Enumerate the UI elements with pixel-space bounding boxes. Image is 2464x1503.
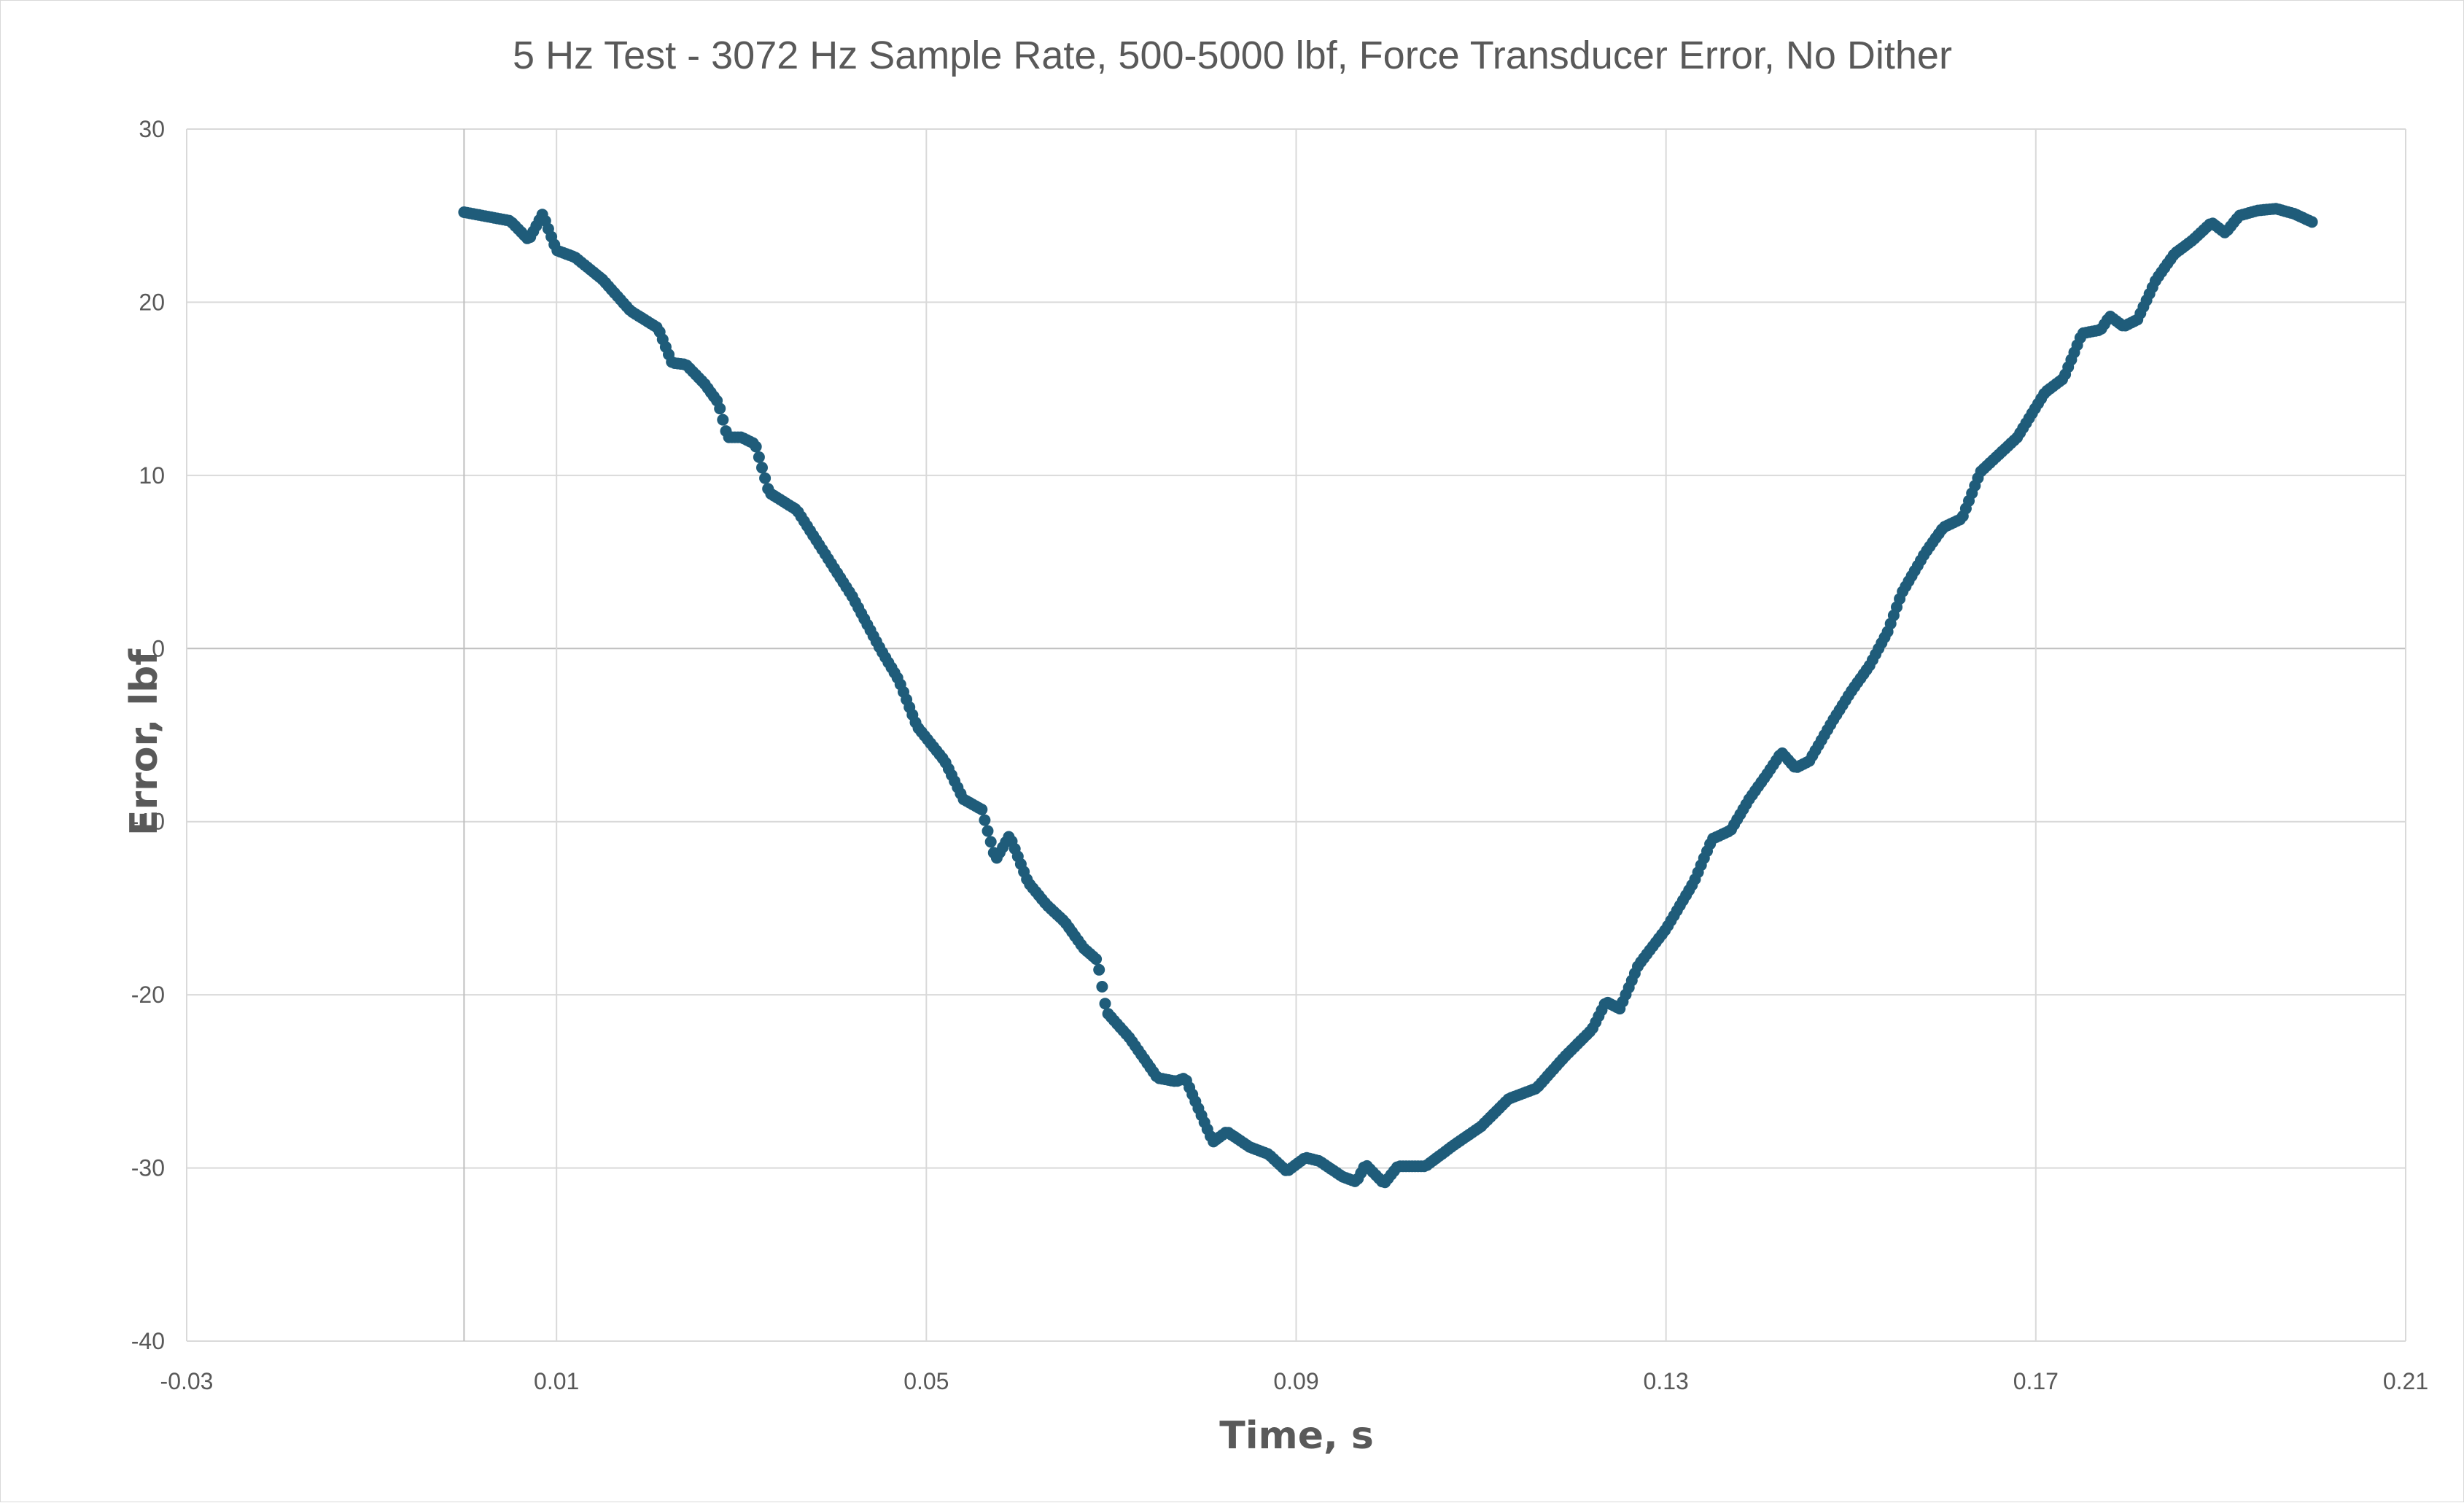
data-point xyxy=(1099,998,1111,1010)
y-tick-label: 20 xyxy=(139,289,165,315)
y-tick-label: 30 xyxy=(139,116,165,142)
data-point xyxy=(750,440,762,453)
y-tick-label: 0 xyxy=(152,635,165,661)
x-tick-label: 0.13 xyxy=(1644,1368,1689,1394)
data-point xyxy=(759,472,772,484)
y-tick-label: -30 xyxy=(131,1155,165,1181)
data-point xyxy=(1090,953,1103,966)
grid-lines xyxy=(186,128,2406,1342)
y-tick-label: -40 xyxy=(131,1328,165,1354)
data-point xyxy=(984,836,997,848)
data-series-error xyxy=(458,203,2318,1189)
y-tick-label: -20 xyxy=(131,982,165,1008)
data-point xyxy=(717,413,729,426)
x-tick-label: 0.17 xyxy=(2013,1368,2059,1394)
x-tick-label: 0.21 xyxy=(2383,1368,2428,1394)
data-point xyxy=(1093,963,1105,976)
x-tick-label: 0.01 xyxy=(534,1368,579,1394)
data-point xyxy=(753,451,765,463)
data-point xyxy=(976,804,988,815)
tick-labels: 30 20 10 0 -10 -20 -30 -40 -0.03 0.01 0.05 0.09 0.13… xyxy=(131,116,2428,1394)
data-point xyxy=(756,462,768,474)
x-axis-title: Time, s xyxy=(1219,1414,1374,1458)
x-tick-label: -0.03 xyxy=(160,1368,214,1394)
data-point xyxy=(982,825,994,837)
y-axis-title: Error, lbf xyxy=(123,648,166,836)
data-point xyxy=(1096,981,1108,993)
x-tick-label: 0.05 xyxy=(903,1368,949,1394)
y-tick-label: 10 xyxy=(139,462,165,489)
x-tick-label: 0.09 xyxy=(1273,1368,1318,1394)
y-tick-label: -10 xyxy=(131,809,165,835)
chart-title: 5 Hz Test - 3072 Hz Sample Rate, 500-500… xyxy=(513,34,1952,77)
data-point xyxy=(2306,216,2318,228)
data-point xyxy=(714,403,726,415)
data-point xyxy=(979,814,991,826)
